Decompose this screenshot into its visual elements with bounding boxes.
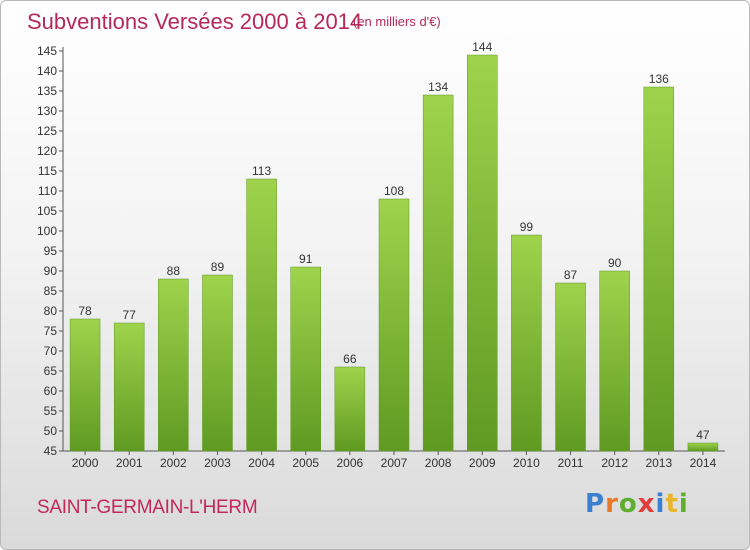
bar bbox=[113, 322, 145, 452]
x-tick-label: 2010 bbox=[513, 456, 540, 470]
bar bbox=[555, 282, 586, 452]
y-tick-label: 135 bbox=[37, 84, 57, 98]
x-tick-label: 2012 bbox=[601, 456, 628, 470]
y-tick-label: 125 bbox=[37, 124, 57, 138]
y-tick-label: 140 bbox=[37, 64, 57, 78]
bar bbox=[422, 94, 454, 452]
bar-value-label: 90 bbox=[608, 256, 622, 270]
y-tick-label: 55 bbox=[44, 404, 58, 418]
y-tick-label: 95 bbox=[44, 244, 58, 258]
x-tick-label: 2001 bbox=[116, 456, 143, 470]
y-tick-label: 65 bbox=[44, 364, 58, 378]
y-tick-label: 85 bbox=[44, 284, 58, 298]
chart-title: Subventions Versées 2000 à 2014 bbox=[27, 9, 363, 34]
x-tick-label: 2002 bbox=[160, 456, 187, 470]
logo-letter: o bbox=[618, 489, 638, 519]
bar-value-label: 66 bbox=[343, 352, 357, 366]
x-tick-label: 2009 bbox=[469, 456, 496, 470]
bar-value-label: 108 bbox=[384, 184, 404, 198]
bar bbox=[378, 198, 410, 452]
y-tick-label: 120 bbox=[37, 144, 57, 158]
x-tick-label: 2011 bbox=[558, 456, 584, 470]
y-tick-label: 90 bbox=[44, 264, 58, 278]
y-tick-label: 50 bbox=[44, 424, 58, 438]
logo-letter: i bbox=[655, 489, 666, 519]
chart-subtitle: (en milliers d'€) bbox=[353, 14, 441, 29]
bar bbox=[687, 442, 719, 452]
x-tick-label: 2005 bbox=[292, 456, 319, 470]
bar bbox=[290, 266, 321, 452]
y-tick-label: 100 bbox=[37, 224, 57, 238]
logo-letter: i bbox=[678, 489, 689, 519]
bar-value-label: 91 bbox=[299, 252, 313, 266]
bar bbox=[158, 278, 189, 452]
x-tick-label: 2000 bbox=[72, 456, 99, 470]
y-tick-label: 80 bbox=[44, 304, 58, 318]
bar bbox=[599, 270, 630, 452]
proxiti-logo: Proxiti bbox=[585, 489, 689, 519]
y-tick-label: 115 bbox=[38, 164, 57, 178]
y-tick-label: 70 bbox=[44, 344, 58, 358]
x-tick-label: 2006 bbox=[337, 456, 364, 470]
y-tick-label: 110 bbox=[38, 184, 57, 198]
y-tick-label: 130 bbox=[37, 104, 57, 118]
bar-value-label: 47 bbox=[696, 428, 710, 442]
logo-letter: r bbox=[605, 489, 619, 519]
y-tick-label: 105 bbox=[37, 204, 57, 218]
x-tick-label: 2014 bbox=[690, 456, 717, 470]
logo-letter: x bbox=[637, 489, 656, 519]
commune-name: SAINT-GERMAIN-L'HERM bbox=[37, 497, 258, 518]
bar bbox=[202, 274, 233, 452]
bar bbox=[334, 366, 366, 452]
bar bbox=[467, 54, 498, 452]
bar-value-label: 89 bbox=[211, 260, 225, 274]
y-tick-label: 75 bbox=[44, 324, 58, 338]
y-tick-label: 145 bbox=[37, 44, 57, 58]
bar bbox=[69, 318, 101, 452]
bar-value-label: 88 bbox=[167, 264, 181, 278]
x-tick-label: 2013 bbox=[645, 456, 672, 470]
bar-value-label: 113 bbox=[252, 164, 271, 178]
y-tick-label: 60 bbox=[44, 384, 58, 398]
bar-value-label: 78 bbox=[78, 304, 92, 318]
bar bbox=[643, 86, 675, 452]
x-tick-label: 2007 bbox=[381, 456, 408, 470]
bar-value-label: 77 bbox=[123, 308, 137, 322]
bar-value-label: 99 bbox=[520, 220, 534, 234]
bar-value-label: 144 bbox=[472, 40, 492, 54]
bar-value-label: 134 bbox=[428, 80, 448, 94]
bar bbox=[511, 234, 542, 452]
logo-letter: t bbox=[665, 489, 679, 519]
logo-letter: P bbox=[585, 489, 606, 519]
x-tick-label: 2008 bbox=[425, 456, 452, 470]
bar-value-label: 87 bbox=[564, 268, 578, 282]
y-tick-label: 45 bbox=[44, 444, 58, 458]
bar-value-label: 136 bbox=[649, 72, 669, 86]
bar bbox=[246, 178, 277, 452]
x-tick-label: 2004 bbox=[248, 456, 275, 470]
x-tick-label: 2003 bbox=[204, 456, 231, 470]
